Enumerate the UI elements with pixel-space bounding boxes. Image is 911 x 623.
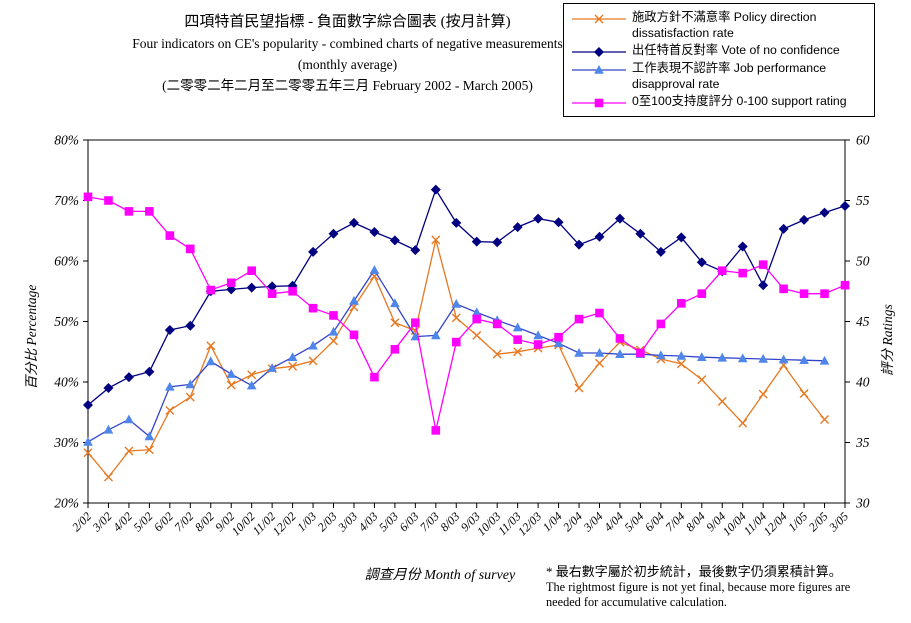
svg-text:40: 40 [856,375,870,390]
svg-text:8/03: 8/03 [437,509,462,534]
svg-text:4/02: 4/02 [110,509,135,534]
chart-title-zh: 四項特首民望指標 - 負面數字綜合圖表 (按月計算) [184,14,511,30]
series-job-line [87,268,825,443]
left-axis-ticks: 20% 30% 40% 50% 60% 70% 80% [53,133,88,511]
svg-text:3/04: 3/04 [580,509,606,535]
chart-title-period: (二零零二年二月至二零零五年三月 February 2002 - March 2… [162,78,533,93]
footnote-en-line1: The rightmost figure is not yet final, b… [546,580,851,594]
legend-label-confidence: 出任特首反對率 Vote of no confidence [632,42,840,57]
svg-text:50: 50 [856,254,870,269]
svg-text:7/02: 7/02 [171,509,196,534]
legend-label-support: 0至100支持度評分 0-100 support rating [632,93,847,108]
footnote-en-line2: needed for accumulative calculation. [546,594,727,609]
svg-text:4/04: 4/04 [601,509,626,534]
right-axis-ticks: 30 35 40 45 50 55 60 [845,133,870,511]
confidence-line-diamond-icon [572,46,626,57]
svg-text:1/04: 1/04 [540,509,565,534]
svg-text:30: 30 [855,496,870,511]
svg-text:35: 35 [855,435,870,450]
legend-item-policy: 施政方針不滿意率 Policy direction dissatisfactio… [570,10,868,42]
svg-text:3/05: 3/05 [825,509,851,535]
x-axis-title: 調查月份 Month of survey [364,568,516,583]
legend: 施政方針不滿意率 Policy direction dissatisfactio… [563,3,875,117]
svg-text:6/03: 6/03 [396,509,421,534]
job-line-triangle-icon [572,64,626,74]
svg-text:8/04: 8/04 [683,509,708,534]
svg-text:1/05: 1/05 [785,509,810,534]
legend-item-job: 工作表現不認許率 Job performance disapproval rat… [570,61,868,93]
svg-text:50%: 50% [54,314,79,329]
svg-text:80%: 80% [54,133,79,148]
svg-text:6/02: 6/02 [151,509,176,534]
svg-text:2/05: 2/05 [806,509,831,534]
chart-title-average: (monthly average) [297,57,398,72]
svg-text:7/04: 7/04 [662,509,687,534]
svg-text:60: 60 [856,133,870,148]
svg-text:8/02: 8/02 [192,509,217,534]
svg-text:2/02: 2/02 [69,509,94,534]
policy-line-x-icon [572,14,626,24]
chart-title: 四項特首民望指標 - 負面數字綜合圖表 (按月計算) Four indicato… [65,12,630,96]
svg-text:4/03: 4/03 [356,509,381,534]
svg-text:2/03: 2/03 [315,509,340,534]
svg-text:3/02: 3/02 [89,509,115,535]
svg-text:5/03: 5/03 [376,509,401,534]
legend-item-support: 0至100支持度評分 0-100 support rating [570,94,868,111]
svg-text:20%: 20% [54,496,79,511]
svg-text:7/03: 7/03 [417,509,442,534]
svg-text:60%: 60% [54,254,79,269]
svg-text:1/03: 1/03 [294,509,319,534]
series-support [83,192,850,435]
svg-text:55: 55 [856,193,870,208]
series-policy [83,235,830,482]
svg-text:30%: 30% [53,435,79,450]
svg-text:40%: 40% [54,375,79,390]
left-axis-title: 百分比 Percentage [24,284,39,390]
series-policy-line [87,239,826,479]
legend-label-policy: 施政方針不滿意率 Policy direction dissatisfactio… [632,10,817,40]
right-axis-title: 評分 Ratings [880,304,895,376]
support-line-square-icon [572,98,626,108]
svg-text:5/04: 5/04 [622,509,647,534]
chart-title-en: Four indicators on CE's popularity - com… [132,36,563,51]
legend-item-confidence: 出任特首反對率 Vote of no confidence [570,43,868,60]
plot-border [87,139,846,504]
footnote: * 最右數字屬於初步統計，最後數字仍須累積計算。 The rightmost f… [546,561,886,609]
x-axis-ticks: 2/023/024/025/026/027/028/029/0210/0211/… [69,503,851,538]
svg-text:2/04: 2/04 [560,509,585,534]
svg-text:3/03: 3/03 [334,509,360,535]
svg-text:70%: 70% [54,193,79,208]
legend-label-job: 工作表現不認許率 Job performance disapproval rat… [632,60,827,91]
svg-text:5/02: 5/02 [131,509,156,534]
series-confidence [83,184,850,410]
svg-text:6/04: 6/04 [642,509,667,534]
svg-text:45: 45 [856,314,870,329]
footnote-zh: * 最右數字屬於初步統計，最後數字仍須累積計算。 [546,564,842,579]
series-job [83,265,830,446]
